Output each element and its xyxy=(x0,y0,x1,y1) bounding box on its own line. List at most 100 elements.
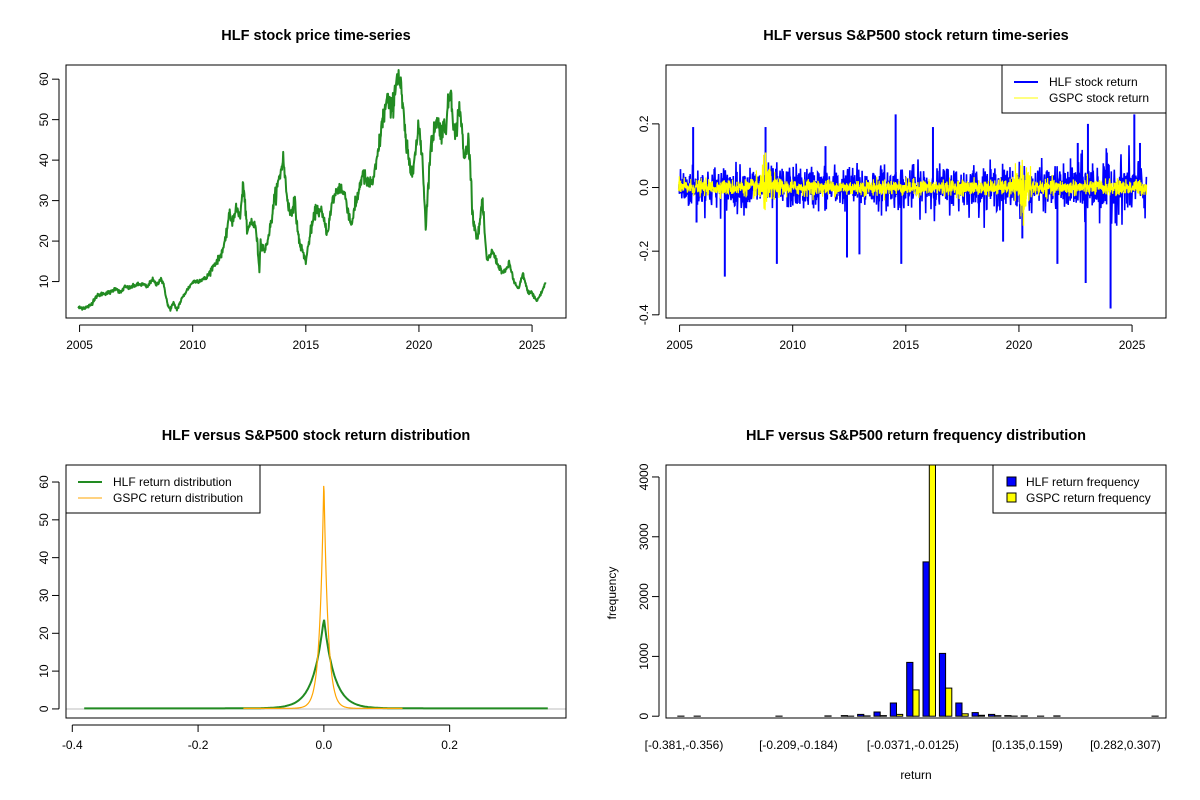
hlf-frequency-bar xyxy=(922,561,930,717)
price-x-tick-label: 2010 xyxy=(179,338,206,352)
price-plot-frame xyxy=(65,64,567,319)
gspc-frequency-bar xyxy=(961,713,969,717)
price-x-axis: 2005 2010 2015 2020 2025 xyxy=(66,324,546,352)
price-x-tick-label: 2015 xyxy=(292,338,319,352)
price-chart-title: HLF stock price time-series xyxy=(221,28,410,44)
histogram-y-axis: 0 1000 2000 3000 4000 xyxy=(637,463,660,720)
density-y-tick-label: 40 xyxy=(37,551,51,565)
histogram-x-axis-title: return xyxy=(900,768,931,782)
histogram-y-tick-label: 2000 xyxy=(637,583,651,610)
density-y-tick-label: 60 xyxy=(37,475,51,489)
returns-legend-box xyxy=(1001,64,1167,114)
price-series-line xyxy=(77,69,547,312)
density-y-tick-label: 0 xyxy=(37,705,51,712)
returns-y-tick-label: 0.0 xyxy=(637,179,651,196)
histogram-y-tick-label: 3000 xyxy=(637,523,651,550)
histogram-legend-swatch-gspc xyxy=(1006,492,1017,503)
hlf-frequency-bar xyxy=(840,715,848,717)
histogram-x-tick-label: [0.135,0.159) xyxy=(992,738,1063,752)
density-chart-title: HLF versus S&P500 stock return distribut… xyxy=(162,428,471,444)
histogram-legend-box xyxy=(992,464,1167,514)
returns-y-tick-label: 0.2 xyxy=(637,115,651,132)
price-chart-panel: HLF stock price time-series 2005 2010 2015… xyxy=(37,28,567,352)
density-x-tick-label: -0.2 xyxy=(188,738,209,752)
returns-legend-label-gspc: GSPC stock return xyxy=(1049,91,1149,105)
density-legend-box xyxy=(65,464,261,514)
density-x-tick-label: 0.2 xyxy=(441,738,458,752)
gspc-frequency-bar xyxy=(928,464,936,717)
returns-legend-label-hlf: HLF stock return xyxy=(1049,75,1138,89)
histogram-legend-label-gspc: GSPC return frequency xyxy=(1026,491,1151,505)
price-x-tick-label: 2020 xyxy=(406,338,433,352)
density-y-tick-label: 20 xyxy=(37,626,51,640)
price-y-tick-label: 50 xyxy=(37,113,51,127)
price-y-tick-label: 60 xyxy=(37,72,51,86)
histogram-legend-label-hlf: HLF return frequency xyxy=(1026,475,1139,489)
hlf-density-line xyxy=(84,619,548,710)
histogram-x-tick-label: [-0.209,-0.184) xyxy=(759,738,838,752)
histogram-legend-swatch-hlf xyxy=(1006,476,1017,487)
gspc-return-series-line xyxy=(677,154,1148,217)
price-y-tick-label: 40 xyxy=(37,153,51,167)
histogram-x-axis: [-0.381,-0.356) [-0.209,-0.184) [-0.0371,-… xyxy=(645,738,1161,752)
histogram-legend: HLF return frequency GSPC return frequen… xyxy=(992,464,1167,514)
density-y-tick-label: 30 xyxy=(37,588,51,602)
density-y-axis: 0 10 20 30 40 50 60 xyxy=(37,475,60,712)
returns-chart-panel: HLF versus S&P500 stock return time-seri… xyxy=(637,28,1167,352)
density-y-tick-label: 10 xyxy=(37,664,51,678)
histogram-x-tick-label: [-0.381,-0.356) xyxy=(645,738,724,752)
histogram-y-tick-label: 4000 xyxy=(637,463,651,490)
hlf-frequency-bar xyxy=(988,713,996,717)
histogram-x-tick-label: [0.282,0.307) xyxy=(1090,738,1161,752)
histogram-chart-title: HLF versus S&P500 return frequency distr… xyxy=(746,428,1086,444)
histogram-y-axis-title: frequency xyxy=(605,567,619,620)
density-x-axis: -0.4 -0.2 0.0 0.2 xyxy=(62,724,458,752)
returns-x-tick-label: 2005 xyxy=(666,338,693,352)
price-y-tick-label: 10 xyxy=(37,275,51,289)
density-y-tick-label: 50 xyxy=(37,513,51,527)
histogram-y-tick-label: 1000 xyxy=(637,643,651,670)
density-x-tick-label: -0.4 xyxy=(62,738,83,752)
hlf-frequency-bar xyxy=(889,702,897,717)
returns-y-tick-label: -0.2 xyxy=(637,241,651,262)
returns-x-axis: 2005 2010 2015 2020 2025 xyxy=(666,324,1146,352)
hlf-frequency-bar xyxy=(873,711,881,717)
histogram-plot-frame xyxy=(665,464,1167,719)
returns-x-tick-label: 2020 xyxy=(1006,338,1033,352)
density-x-tick-label: 0.0 xyxy=(316,738,333,752)
returns-x-tick-label: 2025 xyxy=(1119,338,1146,352)
returns-series-group xyxy=(677,114,1148,309)
gspc-density-line xyxy=(243,485,403,709)
density-series-group xyxy=(84,485,548,710)
hlf-frequency-bar xyxy=(857,713,865,717)
density-chart-panel: HLF versus S&P500 stock return distribut… xyxy=(37,428,567,752)
histogram-bars-group xyxy=(677,464,1159,717)
returns-legend: HLF stock return GSPC stock return xyxy=(1001,64,1167,114)
returns-y-axis: -0.4 -0.2 0.0 0.2 xyxy=(637,115,660,325)
hlf-frequency-bar xyxy=(955,702,963,717)
gspc-frequency-bar xyxy=(977,714,985,717)
hlf-frequency-bar xyxy=(938,652,947,717)
price-series-group xyxy=(77,69,547,312)
price-y-tick-label: 30 xyxy=(37,194,51,208)
returns-x-tick-label: 2010 xyxy=(779,338,806,352)
density-plot-frame xyxy=(65,464,567,719)
price-x-tick-label: 2005 xyxy=(66,338,93,352)
hlf-frequency-bar xyxy=(971,712,979,717)
histogram-chart-panel: HLF versus S&P500 return frequency distr… xyxy=(605,428,1167,782)
density-legend-label-gspc: GSPC return distribution xyxy=(113,491,243,505)
hlf-frequency-bar xyxy=(906,661,914,717)
gspc-frequency-bar xyxy=(945,687,953,717)
returns-x-tick-label: 2015 xyxy=(892,338,919,352)
price-y-axis: 10 20 30 40 50 60 xyxy=(37,72,60,289)
returns-chart-title: HLF versus S&P500 stock return time-seri… xyxy=(763,28,1068,44)
returns-plot-frame xyxy=(665,64,1167,319)
histogram-y-tick-label: 0 xyxy=(637,713,651,720)
density-legend: HLF return distribution GSPC return dist… xyxy=(65,464,261,514)
price-x-tick-label: 2025 xyxy=(519,338,546,352)
returns-y-tick-label: -0.4 xyxy=(637,304,651,325)
gspc-frequency-bar xyxy=(994,715,1002,717)
density-legend-label-hlf: HLF return distribution xyxy=(113,475,232,489)
gspc-frequency-bar xyxy=(879,715,887,717)
gspc-frequency-bar xyxy=(912,689,920,717)
